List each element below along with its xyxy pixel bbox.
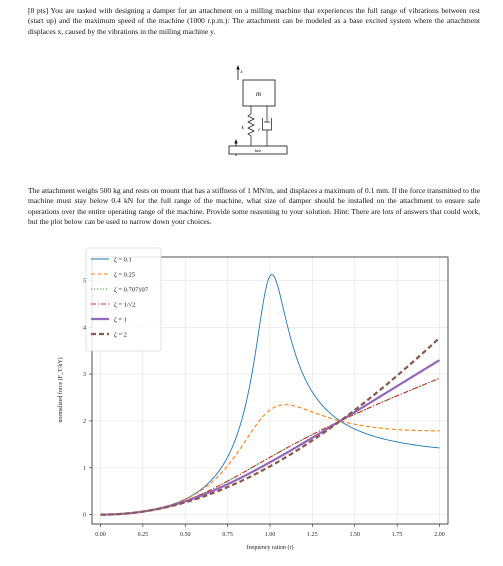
x-tick-label: 0.00 [95,532,106,538]
damper-label: c [258,128,261,133]
series-line [100,337,441,516]
legend-label: ζ = 0.25 [114,271,135,278]
base-block [228,145,288,155]
x-label: x [240,70,244,75]
x-tick-label: 1.25 [307,532,318,538]
problem-intro: [8 pts] You are tasked with designing a … [28,6,480,36]
y-tick-label: 0 [83,513,86,519]
legend-label: ζ = 1 [114,316,127,323]
base-label: base [255,149,262,153]
y-arrow-head [234,139,238,144]
legend-label: ζ = 0.707107 [114,286,149,293]
x-tick-label: 1.75 [392,532,403,538]
x-tick-label: 1.50 [350,532,361,538]
grid [92,257,448,524]
legend-label: ζ = 2 [114,331,127,338]
legend-label: ζ = 1/√2 [114,300,135,308]
legend: ζ = 0.1 ζ = 0.25 ζ = 0.707107 ζ = 1/√2 ζ = 1… [85,247,162,352]
spring [247,106,255,146]
y-tick-label: 4 [83,325,86,331]
damper [262,106,272,146]
x-tick-label: 1.00 [265,532,276,538]
series-line [100,404,440,516]
base-excitation-schematic: x m k c y base [228,65,288,156]
x-arrow-head [236,65,240,70]
x-tick-label: 0.25 [138,532,149,538]
x-tick-label: 0.50 [180,532,191,538]
legend-label: ζ = 0.1 [114,256,132,263]
problem-details: The attachment weighs 500 kg and rests o… [28,186,480,227]
y-tick-label: 2 [83,419,86,425]
x-tick-label: 2.00 [434,532,445,538]
mass-label: m [256,90,261,98]
y-tick-label: 5 [83,278,86,284]
mass-block [242,79,276,107]
y-tick-label: 3 [83,372,86,378]
series-line [100,377,440,516]
spring-label: k [242,125,245,131]
x-axis-label: frequency ration (r) [247,544,294,551]
y-axis-label: normalized force (F_T/kY) [57,357,64,422]
curves [100,274,441,516]
y-tick-label: 1 [83,466,86,472]
x-ticks: 0.00 0.25 0.50 0.75 1.00 1.25 1.50 1.75 2.00 [95,524,445,538]
transmissibility-chart: 0.00 0.25 0.50 0.75 1.00 1.25 1.50 1.75 2.00 0 1 2… [57,247,449,551]
x-tick-label: 0.75 [222,532,233,538]
